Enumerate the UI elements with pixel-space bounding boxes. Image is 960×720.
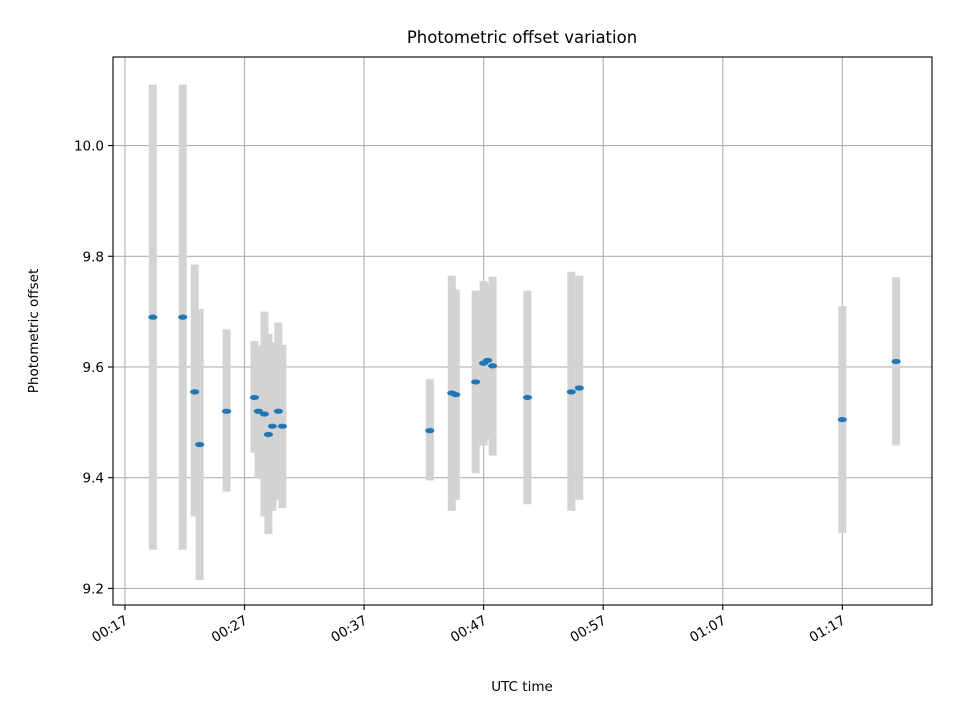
data-point [190,389,200,395]
data-point [891,358,901,365]
data-point [451,392,461,398]
y-tick-label: 9.6 [83,360,104,376]
data-point [483,357,493,363]
data-point [277,423,287,429]
data-point [259,411,270,417]
y-tick-label: 10.0 [74,139,104,155]
data-point [178,314,188,320]
y-tick-label: 9.8 [83,249,104,265]
data-point [574,385,584,391]
gridlines [113,57,932,605]
data-points [148,314,901,448]
data-point [249,394,260,401]
data-point [195,441,205,448]
chart-title: Photometric offset variation [407,28,637,47]
y-tick-label: 9.4 [83,471,104,487]
data-point [263,431,274,438]
y-axis-label: Photometric offset [26,269,42,393]
x-axis-label: UTC time [491,679,553,695]
data-point [522,394,533,401]
data-point [488,363,498,369]
data-point [148,314,158,320]
y-axis-ticks: 9.2 9.4 9.6 9.8 10.0 [74,139,113,597]
data-point [273,408,283,414]
data-point [566,389,576,395]
data-point [837,416,847,423]
data-point [221,408,232,414]
y-tick-label: 9.2 [83,581,104,597]
data-point [267,423,278,429]
plot-frame [112,56,933,606]
data-point [425,428,435,434]
data-point [471,379,481,385]
